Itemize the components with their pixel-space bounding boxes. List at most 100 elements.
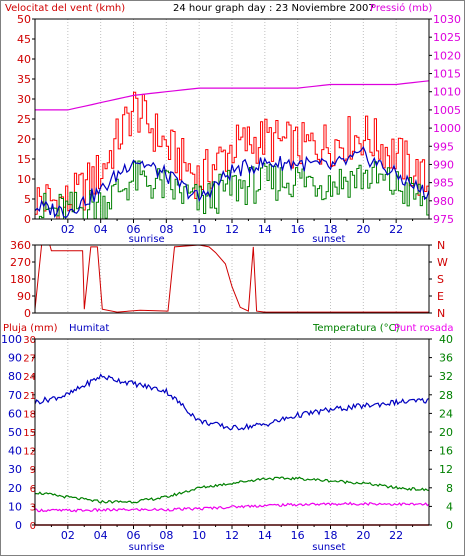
temperature-ytick-label: 36 [439,352,453,365]
humidity-label: Humitat [69,323,109,334]
temperature-ytick-label: 32 [439,370,453,383]
panel1-x-tick-label: 20 [356,223,370,236]
rain-ytick-label: 9 [30,465,36,476]
direction-ytick-label: 90 [17,290,31,303]
wind-ytick-label: 45 [17,33,31,46]
wind-ytick-label: 25 [17,113,31,126]
wind-ytick-label: 15 [17,153,31,166]
dewpoint-label: Punt rosada [394,323,453,334]
rain-ytick-label: 30 [23,335,36,346]
pressure-series [35,80,430,111]
title-wind-label: Velocitat del vent (kmh) [5,3,125,14]
pressure-ytick-label: 1030 [433,13,461,26]
wind-ytick-label: 35 [17,73,31,86]
panel3-x-tick-label: 04 [94,529,108,542]
wind-gust-series [35,91,430,220]
pressure-ytick-label: 1010 [433,86,461,99]
panel3-x-tick-label: 10 [192,529,206,542]
direction-ytick-label: 180 [10,273,31,286]
direction-compass-label: N [437,307,445,320]
panel1-x-tick-label: 02 [61,223,75,236]
panel3-border [34,338,430,526]
temperature-ytick-label: 4 [446,500,453,513]
panel1-x-tick-label: 22 [389,223,403,236]
rain-ytick-label: 15 [23,428,36,439]
panel3-x-tick-label: 06 [127,529,141,542]
panel3-x-tick-label: 22 [389,529,403,542]
temperature-series [34,476,430,504]
panel3-x-tick-label: 08 [159,529,173,542]
pressure-ytick-label: 995 [433,140,454,153]
chart-title: 24 hour graph day : 23 Noviembre 2007 [173,3,375,14]
wind-ytick-label: 10 [17,173,31,186]
wind-average-series [34,145,430,219]
panel1-x-tick-label: 04 [94,223,108,236]
panel3-x-tick-label: 14 [258,529,272,542]
direction-ytick-label: 270 [10,256,31,269]
direction-compass-label: S [437,273,444,286]
direction-compass-label: W [437,256,448,269]
direction-ytick-label: 360 [10,239,31,252]
wind-speed-series [35,160,430,220]
sunset-label: sunset [312,234,345,245]
rain-ytick-label: 18 [23,409,36,420]
pressure-ytick-label: 1000 [433,122,461,135]
direction-ytick-label: 0 [24,307,31,320]
wind-ytick-label: 30 [17,93,31,106]
panel1-x-tick-label: 16 [291,223,305,236]
temperature-ytick-label: 40 [439,333,453,346]
sunrise-label-bottom: sunrise [129,542,165,553]
temperature-label: Temperatura (°C) [312,323,400,334]
humidity-ytick-label: 10 [8,500,22,513]
pressure-ytick-label: 1005 [433,104,461,117]
panel1-x-tick-label: 14 [258,223,272,236]
temperature-ytick-label: 20 [439,426,453,439]
wind-ytick-label: 20 [17,133,31,146]
pressure-ytick-label: 1020 [433,49,461,62]
humidity-ytick-label: 100 [1,333,22,346]
panel3-x-tick-label: 20 [356,529,370,542]
panel1-x-tick-label: 10 [192,223,206,236]
humidity-ytick-label: 40 [8,445,22,458]
humidity-ytick-label: 30 [8,463,22,476]
pressure-ytick-label: 975 [433,213,454,226]
temperature-ytick-label: 0 [446,519,453,532]
humidity-ytick-label: 50 [8,426,22,439]
panel1-x-tick-label: 08 [159,223,173,236]
humidity-ytick-label: 0 [15,519,22,532]
wind-ytick-label: 40 [17,53,31,66]
title-pressure-label: Pressió (mb) [370,2,432,14]
panel1-x-tick-label: 18 [324,223,338,236]
temperature-ytick-label: 28 [439,389,453,402]
temperature-ytick-label: 8 [446,482,453,495]
humidity-series [34,373,430,431]
humidity-ytick-label: 60 [8,407,22,420]
wind-ytick-label: 50 [17,13,31,26]
temperature-ytick-label: 12 [439,463,453,476]
rain-ytick-label: 21 [23,391,36,402]
wind-ytick-label: 5 [24,193,31,206]
pressure-ytick-label: 990 [433,158,454,171]
humidity-ytick-label: 20 [8,482,22,495]
rain-ytick-label: 12 [23,447,36,458]
wind-ytick-label: 0 [24,213,31,226]
rain-ytick-label: 6 [30,484,36,495]
panel3-x-tick-label: 02 [61,529,75,542]
humidity-ytick-label: 70 [8,389,22,402]
pressure-ytick-label: 1025 [433,31,461,44]
panel3-x-tick-label: 16 [291,529,305,542]
panel3-x-tick-label: 18 [324,529,338,542]
rain-ytick-label: 24 [23,372,36,383]
dewpoint-series [34,501,430,513]
direction-compass-label: N [437,239,445,252]
pressure-ytick-label: 985 [433,177,454,190]
humidity-ytick-label: 90 [8,352,22,365]
panel1-x-tick-label: 12 [225,223,239,236]
temperature-ytick-label: 24 [439,407,453,420]
sunset-label-bottom: sunset [312,542,345,553]
sunrise-label: sunrise [129,234,165,245]
pressure-ytick-label: 1015 [433,68,461,81]
temperature-ytick-label: 16 [439,445,453,458]
